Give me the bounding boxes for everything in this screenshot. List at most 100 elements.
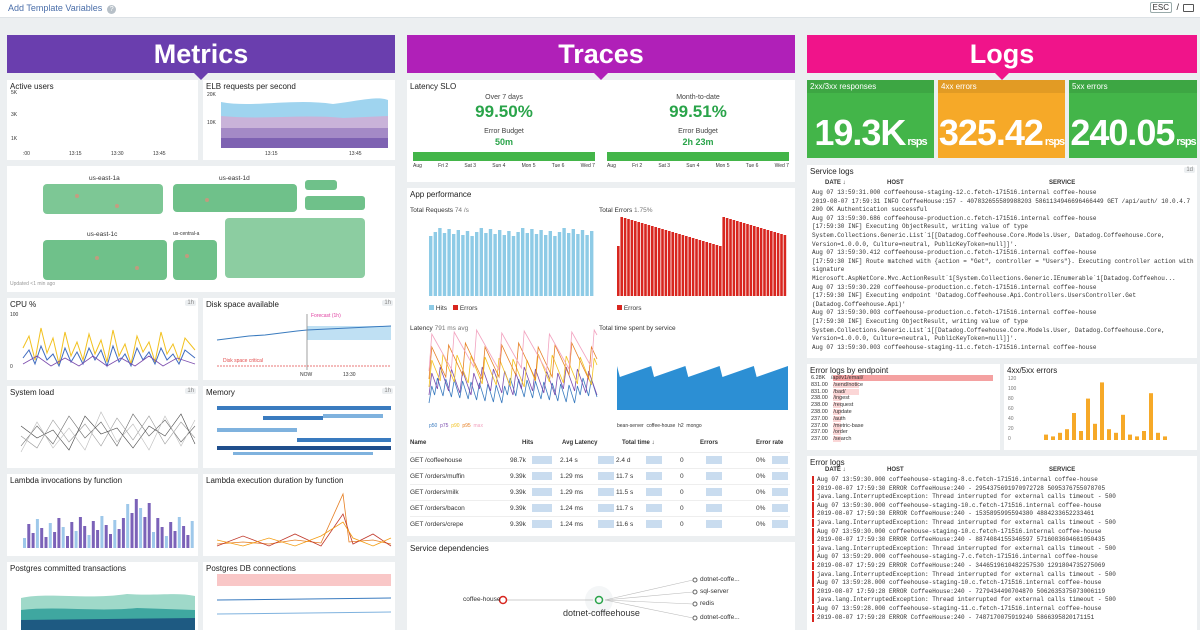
dep-node[interactable]: sql-server xyxy=(700,588,729,595)
widget-elb-requests[interactable]: ELB requests per second 20K 10K 13:15 13… xyxy=(203,80,395,160)
error-log-row[interactable]: Aug 07 13:59:28.000 coffeehouse-staging-… xyxy=(812,579,1101,588)
dep-node[interactable]: dotnet-coffe... xyxy=(700,576,740,583)
table-col[interactable]: Name xyxy=(410,440,427,446)
table-row[interactable]: GET /orders/bacon 9.39k 1.24 ms 11.7 s 0 0% xyxy=(410,500,790,516)
widget-pg-transactions[interactable]: Postgres committed transactions xyxy=(7,562,198,630)
col-date[interactable]: DATE ↓ xyxy=(825,180,846,186)
log-row[interactable]: Aug 07 13:59:30.220 coffeehouse-producti… xyxy=(812,283,1097,291)
error-log-row[interactable]: Aug 07 13:59:30.000 coffeehouse-staging-… xyxy=(812,527,1101,536)
widget-app-performance[interactable]: App performance Total Requests 74 /s Tot… xyxy=(407,188,795,536)
widget-service-logs[interactable]: Service logs 1d DATE ↓ HOST SERVICE Aug 0… xyxy=(807,165,1197,358)
table-row[interactable]: GET /orders/crepe 9.39k 1.24 ms 11.6 s 0 0% xyxy=(410,516,790,532)
esc-button[interactable]: ESC xyxy=(1149,2,1172,13)
endpoint-row[interactable]: 237.00 /search xyxy=(811,436,851,443)
col-date[interactable]: DATE ↓ xyxy=(825,467,846,473)
tile-2xx[interactable]: 2xx/3xx responses 19.3K rsps xyxy=(807,80,934,158)
error-log-row[interactable]: java.lang.InterruptedException: Thread i… xyxy=(812,544,1116,553)
log-row[interactable]: Aug 07 13:59:30.003 coffeehouse-staging-… xyxy=(812,343,1097,351)
widget-pg-connections[interactable]: Postgres DB connections xyxy=(203,562,395,630)
table-row[interactable]: GET /coffeehouse 98.7k 2.14 s 2.4 d 0 0% xyxy=(410,452,790,468)
widget-hostmap[interactable]: us-east-1a us-east-1d us-east-1c us-cent… xyxy=(7,166,395,292)
widget-system-load[interactable]: System load 1h xyxy=(7,386,198,468)
tile-4xx[interactable]: 4xx errors 325.42 rsps xyxy=(938,80,1065,158)
log-row[interactable]: (Datadog.Coffeehouse.Api)' xyxy=(812,300,906,308)
table-col[interactable]: Avg Latency xyxy=(562,440,598,446)
error-log-row[interactable]: java.lang.InterruptedException: Thread i… xyxy=(812,570,1116,579)
log-row[interactable]: Aug 07 13:59:30.003 coffeehouse-producti… xyxy=(812,309,1097,317)
error-log-row[interactable]: Aug 07 13:59:28.000 coffeehouse-staging-… xyxy=(812,605,1101,613)
widget-title: CPU % xyxy=(10,300,37,309)
lambda-bar xyxy=(66,536,69,548)
widget-memory[interactable]: Memory 1h xyxy=(203,386,395,468)
endpoint-row[interactable]: 6.28K /api/v1/email/ xyxy=(811,375,993,381)
widget-lambda-duration[interactable]: Lambda execution duration by function xyxy=(203,474,395,556)
endpoint-row[interactable]: 237.00 /auth xyxy=(811,415,846,422)
table-col[interactable]: Error rate xyxy=(756,440,784,446)
col-service[interactable]: SERVICE xyxy=(1049,467,1076,473)
endpoint-row[interactable]: 238.00 /request xyxy=(811,402,853,409)
error-log-row[interactable]: 2019-08-07 17:59:28 ERROR CoffeeHouse:24… xyxy=(812,587,1105,596)
col-host[interactable]: HOST xyxy=(887,180,904,186)
table-col[interactable]: Errors xyxy=(700,440,719,446)
add-template-variables-link[interactable]: Add Template Variables? xyxy=(8,3,117,14)
log-row[interactable]: 200 OK Authentication successful xyxy=(812,206,928,214)
widget-lambda-invocations[interactable]: Lambda invocations by function xyxy=(7,474,198,556)
widget-error-logs[interactable]: Error logs DATE ↓ HOST SERVICE Aug 07 13… xyxy=(807,456,1197,630)
widget-service-dependencies[interactable]: Service dependencies coffee-house dotnet… xyxy=(407,542,795,630)
error-log-row[interactable]: 2019-08-07 17:59:30 ERROR CoffeeHouse:24… xyxy=(812,510,1094,519)
widget-active-users[interactable]: Active users 5K 3K 1K :00 13:15 13:30 13… xyxy=(7,80,198,160)
error-log-row[interactable]: java.lang.InterruptedException: Thread i… xyxy=(812,596,1116,605)
error-log-row[interactable]: 2019-08-07 17:59:30 ERROR CoffeeHouse:24… xyxy=(812,536,1105,545)
log-row[interactable]: System.Collections.Generic.List`1[[Datad… xyxy=(812,232,1165,239)
endpoint-row[interactable]: 237.00 /metric-base xyxy=(811,422,864,429)
endpoint-row[interactable]: 238.00 /update xyxy=(811,409,852,415)
col-service[interactable]: SERVICE xyxy=(1049,180,1076,186)
widget-cpu[interactable]: CPU % 1h 100 0 xyxy=(7,298,198,380)
monitor-icon[interactable] xyxy=(1183,4,1194,12)
dep-node[interactable]: dotnet-coffe... xyxy=(700,614,740,621)
dep-node-left[interactable]: coffee-house xyxy=(463,596,501,603)
error-log-row[interactable]: 2019-08-07 17:59:28 ERROR CoffeeHouse:24… xyxy=(812,613,1094,622)
widget-title: Error logs by endpoint xyxy=(810,366,889,375)
widget-error-by-endpoint[interactable]: Error logs by endpoint 6.28K /api/v1/ema… xyxy=(807,364,1000,450)
log-row[interactable]: [17:59:30 INF] Executing ObjectResult, w… xyxy=(812,318,1029,325)
error-bar xyxy=(664,230,668,296)
dep-node-center[interactable]: dotnet-coffeehouse xyxy=(563,608,640,618)
log-row[interactable]: Aug 07 13:59:30.412 coffeehouse-producti… xyxy=(812,249,1097,257)
table-row[interactable]: GET /orders/muffin 9.39k 1.29 ms 11.7 s 0 0% xyxy=(410,468,790,484)
dep-node[interactable]: redis xyxy=(700,600,715,607)
log-row[interactable]: [17:59:30 INF] Executing ObjectResult, w… xyxy=(812,223,1029,231)
endpoint-row[interactable]: 831.00 /bad/ xyxy=(811,388,859,395)
log-row[interactable]: Aug 07 13:59:31.000 coffeehouse-staging-… xyxy=(812,189,1097,196)
log-row[interactable]: System.Collections.Generic.List`1[[Datad… xyxy=(812,326,1165,334)
log-row[interactable]: Aug 07 13:59:30.686 coffeehouse-producti… xyxy=(812,214,1097,222)
endpoint-row[interactable]: 238.00 /ingest xyxy=(811,395,850,402)
table-row[interactable]: GET /orders/milk 9.39k 1.29 ms 11.5 s 0 0% xyxy=(410,484,790,500)
hits-bar xyxy=(557,232,562,296)
widget-latency-slo[interactable]: Latency SLO Over 7 days 99.50% Error Bud… xyxy=(407,80,795,182)
error-log-row[interactable]: 2019-08-07 17:59:30 ERROR CoffeeHouse:24… xyxy=(812,484,1105,493)
widget-disk[interactable]: Disk space available 1h Forecast (1h) Dis… xyxy=(203,298,395,380)
error-log-row[interactable]: java.lang.InterruptedException: Thread i… xyxy=(812,519,1116,527)
log-row[interactable]: Version=1.0.0.0, Culture=neutral, Public… xyxy=(812,335,1018,343)
error-log-row[interactable]: Aug 07 13:59:30.000 coffeehouse-staging-… xyxy=(812,501,1101,510)
help-icon[interactable]: ? xyxy=(107,5,117,14)
log-row[interactable]: [17:59:30 INF] Route matched with {actio… xyxy=(812,257,1194,265)
endpoint-row[interactable]: 831.00 /send/notice xyxy=(811,381,863,388)
log-row[interactable]: 2019-08-07 17:59:31 INFO CoffeeHouse:157… xyxy=(812,197,1191,205)
table-col[interactable]: Hits xyxy=(522,440,534,446)
log-row[interactable]: signature xyxy=(812,266,845,274)
err-bar xyxy=(1121,414,1125,440)
error-log-row[interactable]: Aug 07 13:59:30.000 coffeehouse-staging-… xyxy=(812,476,1098,484)
table-col[interactable]: Total time ↓ xyxy=(622,440,655,446)
log-row[interactable]: Version=1.0.0.0, Culture=neutral, Public… xyxy=(812,240,1018,248)
log-row[interactable]: Microsoft.AspNetCore.Mvc.ActionResult`1[… xyxy=(812,275,1176,282)
log-row[interactable]: [17:59:30 INF] Executing endpoint 'Datad… xyxy=(812,292,1137,300)
error-log-row[interactable]: 2019-08-07 17:59:29 ERROR CoffeeHouse:24… xyxy=(812,562,1105,570)
endpoint-row[interactable]: 237.00 /order xyxy=(811,429,848,436)
widget-4xx5xx[interactable]: 4xx/5xx errors 120 100 80 60 40 20 0 xyxy=(1004,364,1197,450)
tile-5xx[interactable]: 5xx errors 240.05 rsps xyxy=(1069,80,1197,158)
col-host[interactable]: HOST xyxy=(887,467,904,473)
error-log-row[interactable]: Aug 07 13:59:29.000 coffeehouse-staging-… xyxy=(812,553,1098,562)
error-log-row[interactable]: java.lang.InterruptedException: Thread i… xyxy=(812,493,1116,502)
